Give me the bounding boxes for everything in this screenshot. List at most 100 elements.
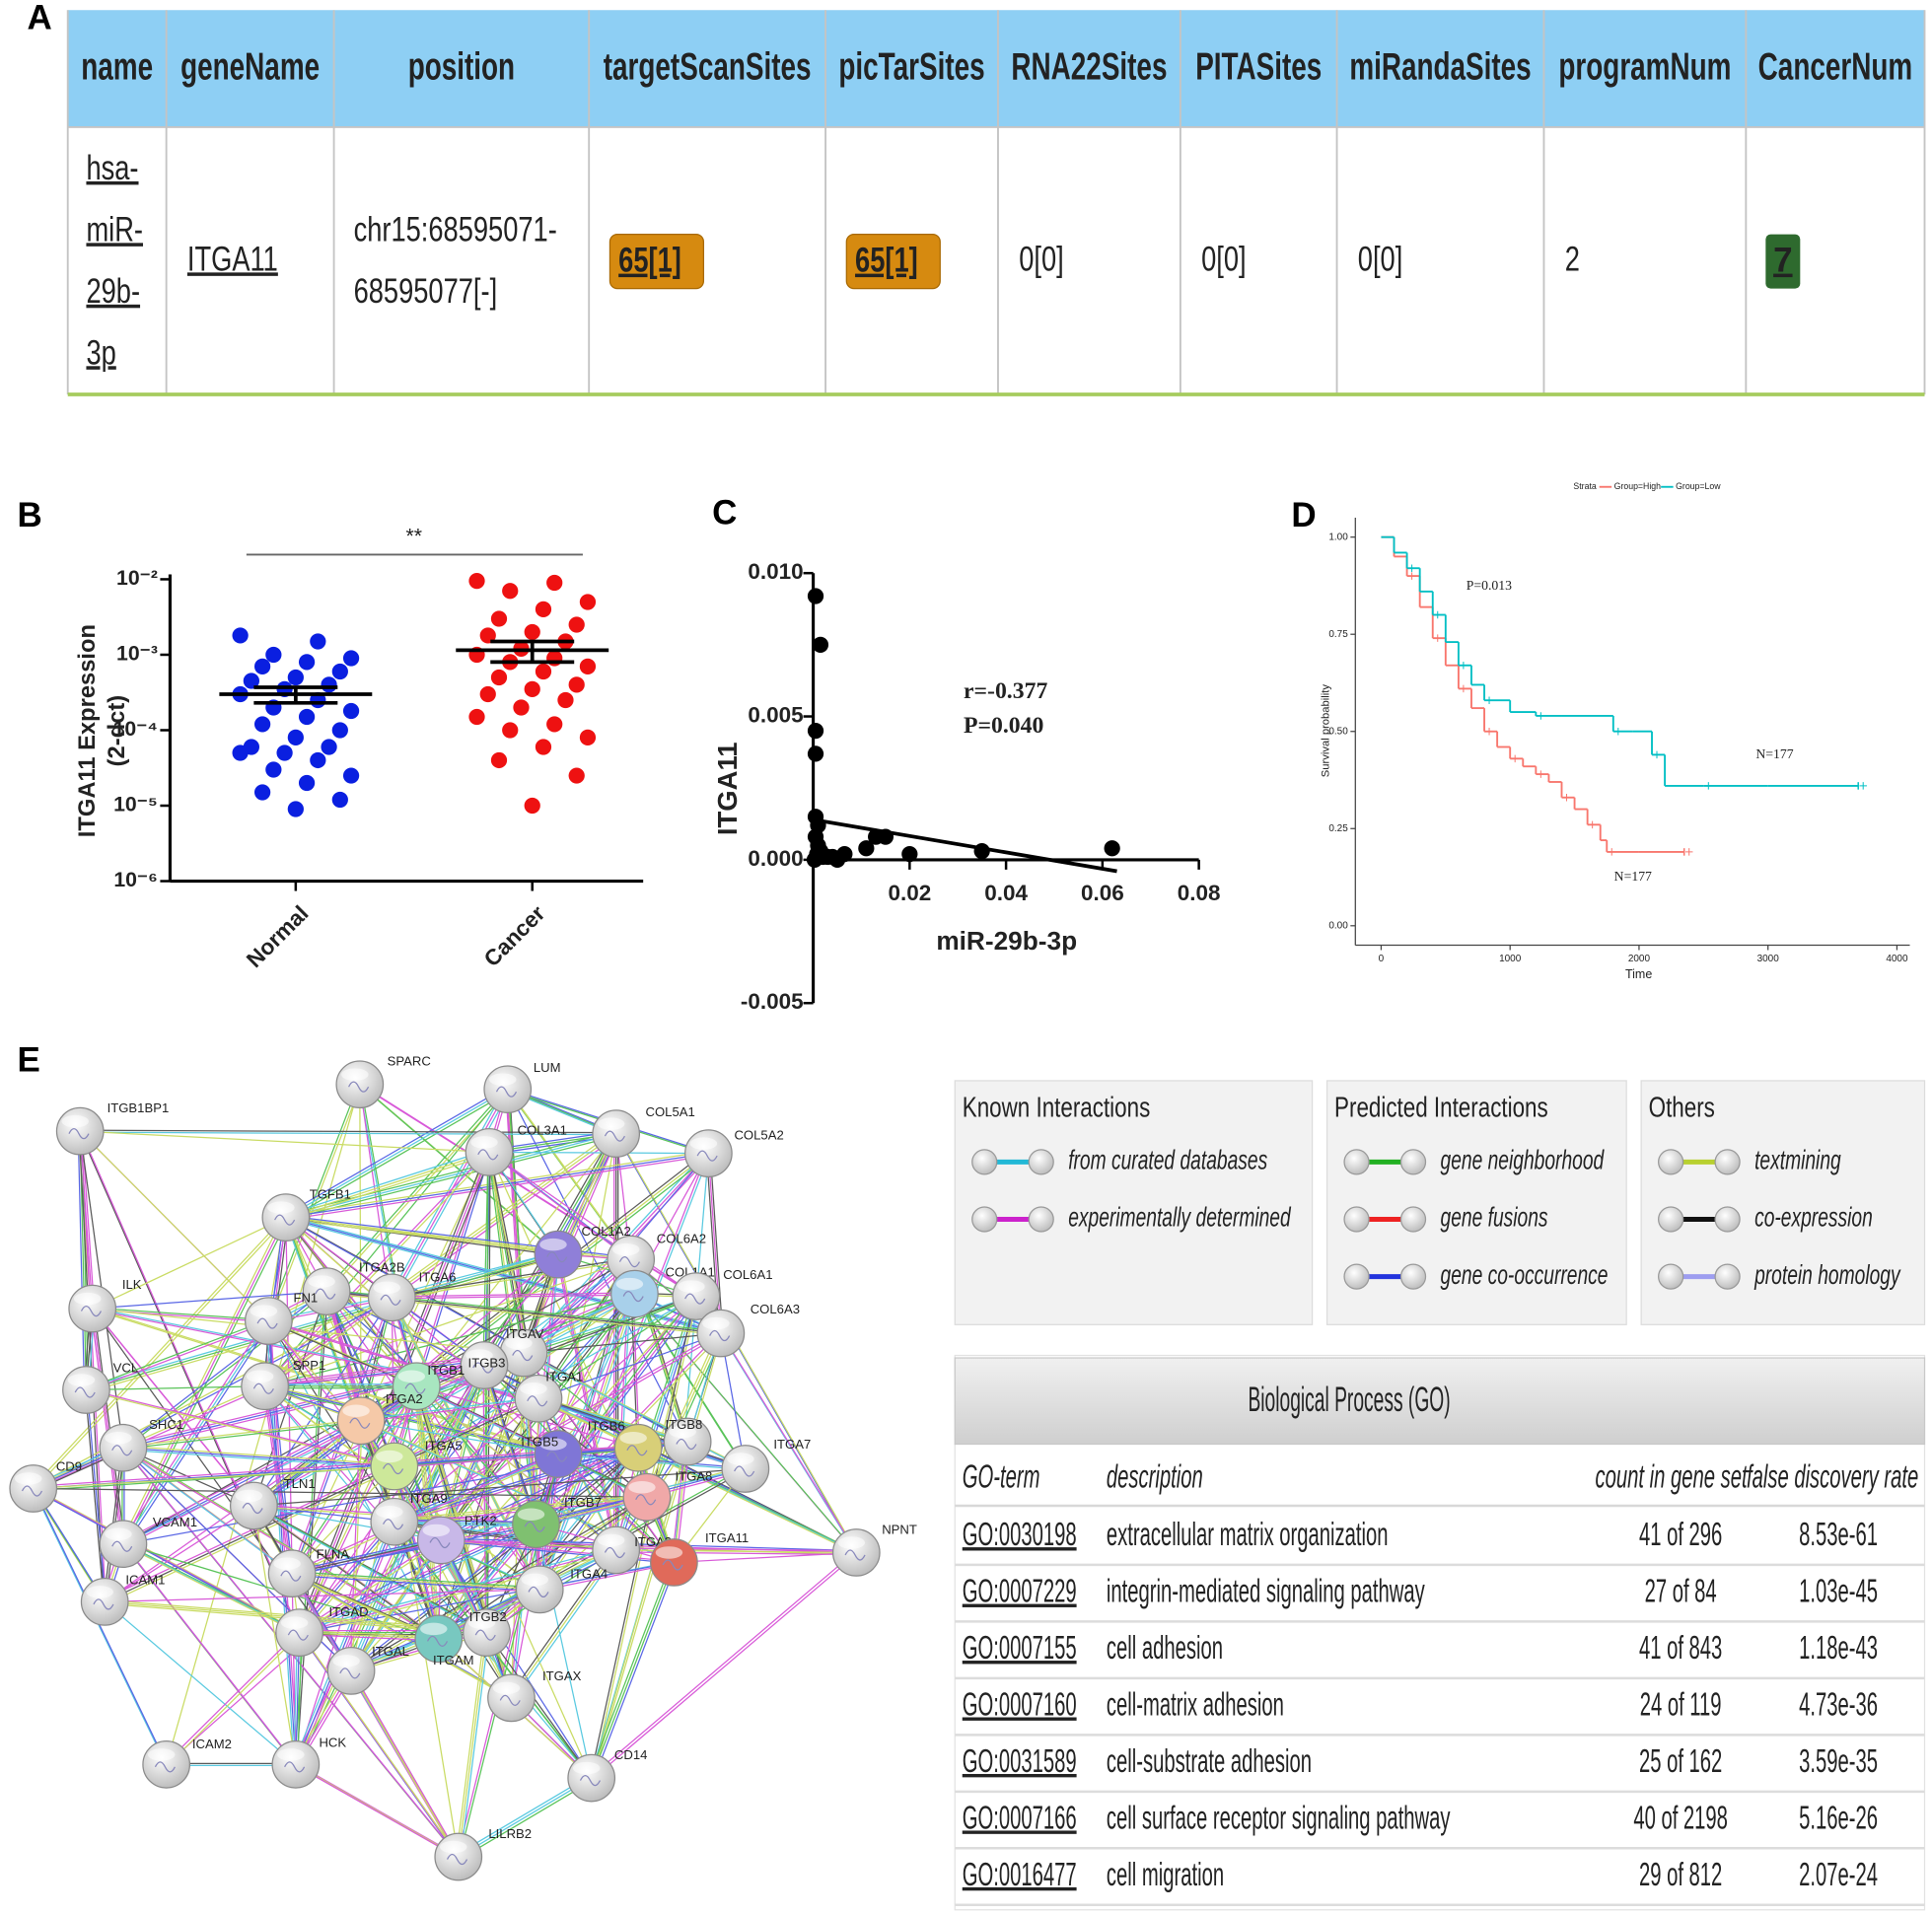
network-node[interactable] <box>271 1739 321 1789</box>
node-label[interactable]: TLN1 <box>284 1476 316 1491</box>
network-node[interactable] <box>512 1500 560 1549</box>
network-node[interactable] <box>241 1362 289 1411</box>
network-node[interactable] <box>62 1366 110 1414</box>
network-node[interactable] <box>610 1269 659 1318</box>
node-label[interactable]: ITGA4 <box>570 1566 608 1581</box>
go-term-link[interactable]: GO:0031589 <box>963 1742 1077 1780</box>
node-label[interactable]: ICAM1 <box>125 1573 165 1588</box>
network-node[interactable] <box>684 1129 733 1178</box>
site-link[interactable]: 65[1] <box>855 242 918 280</box>
node-label[interactable]: TGFB1 <box>310 1187 351 1202</box>
network-node[interactable] <box>622 1472 672 1522</box>
network-node[interactable] <box>68 1284 117 1333</box>
node-label[interactable]: ITGA11 <box>705 1530 749 1545</box>
go-term-link[interactable]: GO:0007160 <box>963 1686 1077 1724</box>
node-label[interactable]: ITGB2 <box>469 1609 507 1624</box>
mirna-link[interactable]: 29b- <box>86 272 140 311</box>
network-node[interactable] <box>9 1464 58 1513</box>
node-label[interactable]: ITGA2 <box>386 1391 423 1406</box>
network-node[interactable] <box>336 1396 386 1446</box>
go-term-link[interactable]: GO:0007229 <box>963 1573 1077 1610</box>
network-node[interactable] <box>275 1608 323 1658</box>
node-label[interactable]: LUM <box>534 1060 561 1075</box>
node-label[interactable]: SPARC <box>388 1054 431 1069</box>
cancer-badge[interactable] <box>1765 234 1801 289</box>
node-label[interactable]: COL5A1 <box>646 1104 695 1119</box>
go-term-link[interactable]: GO:0007155 <box>963 1629 1077 1667</box>
network-node[interactable] <box>465 1128 514 1176</box>
site-badge[interactable] <box>845 233 941 290</box>
node-label[interactable]: ITGB1 <box>427 1363 465 1378</box>
node-label[interactable]: VCAM1 <box>153 1515 197 1529</box>
network-node[interactable] <box>326 1647 376 1695</box>
network-node[interactable] <box>244 1297 293 1345</box>
network-node[interactable] <box>80 1578 129 1626</box>
network-node[interactable] <box>592 1109 641 1159</box>
network-node[interactable] <box>142 1739 191 1789</box>
go-term-link[interactable]: GO:0007166 <box>963 1799 1077 1836</box>
network-node[interactable] <box>721 1445 770 1493</box>
node-label[interactable]: ITGB8 <box>665 1417 702 1432</box>
node-label[interactable]: CD9 <box>56 1459 82 1474</box>
network-node[interactable] <box>483 1065 533 1114</box>
network-node[interactable] <box>230 1481 278 1530</box>
node-label[interactable]: SPP1 <box>293 1358 326 1373</box>
node-label[interactable]: ITGB1BP1 <box>107 1100 170 1115</box>
mirna-link[interactable]: miR- <box>86 210 143 248</box>
node-label[interactable]: COL1A2 <box>582 1224 631 1239</box>
node-label[interactable]: COL5A2 <box>734 1128 783 1143</box>
cancer-link[interactable]: 7 <box>1773 242 1792 280</box>
node-label[interactable]: HCK <box>319 1736 346 1750</box>
node-label[interactable]: SHC1 <box>149 1417 183 1432</box>
node-label[interactable]: ITGAX <box>542 1668 582 1683</box>
node-label[interactable]: VCL <box>113 1361 139 1376</box>
network-node[interactable] <box>416 1516 465 1565</box>
network-node[interactable] <box>55 1106 105 1156</box>
network-node[interactable] <box>261 1193 311 1241</box>
mirna-link[interactable]: 3p <box>86 333 115 372</box>
node-label[interactable]: FLNA <box>317 1546 350 1561</box>
node-label[interactable]: ITGB7 <box>564 1495 602 1510</box>
node-label[interactable]: CD14 <box>614 1747 648 1762</box>
network-node[interactable] <box>367 1273 416 1322</box>
node-label[interactable]: ITGAL <box>372 1644 409 1659</box>
node-label[interactable]: LILRB2 <box>488 1826 532 1841</box>
node-label[interactable]: ITGAM <box>433 1653 474 1667</box>
network-node[interactable] <box>370 1442 419 1491</box>
network-node[interactable] <box>696 1309 746 1358</box>
node-label[interactable]: ITGB3 <box>468 1356 506 1371</box>
network-node[interactable] <box>831 1528 881 1577</box>
gene-link[interactable]: ITGA11 <box>187 240 278 278</box>
node-label[interactable]: ITGA9 <box>410 1491 448 1506</box>
node-label[interactable]: ITGAD <box>329 1604 369 1619</box>
go-term-link[interactable]: GO:0016477 <box>963 1856 1077 1893</box>
node-label[interactable]: ITGB6 <box>588 1418 625 1433</box>
node-label[interactable]: ITGA8 <box>675 1469 712 1484</box>
node-label[interactable]: COL6A1 <box>723 1267 772 1282</box>
site-link[interactable]: 65[1] <box>618 242 681 280</box>
node-label[interactable]: ITGA7 <box>773 1437 811 1452</box>
network-node[interactable] <box>99 1520 148 1569</box>
network-node[interactable] <box>487 1673 536 1723</box>
network-node[interactable] <box>99 1423 148 1472</box>
network-node[interactable] <box>267 1549 317 1598</box>
node-label[interactable]: ITGA1 <box>545 1370 583 1384</box>
network-node[interactable] <box>650 1538 698 1587</box>
node-label[interactable]: ITGAV <box>506 1326 544 1341</box>
mirna-link[interactable]: hsa- <box>86 149 138 187</box>
node-label[interactable]: COL6A2 <box>657 1232 706 1246</box>
site-badge[interactable] <box>608 233 705 290</box>
network-node[interactable] <box>434 1832 483 1881</box>
node-label[interactable]: ITGA2B <box>359 1259 405 1274</box>
node-label[interactable]: ITGA5 <box>425 1438 463 1453</box>
node-label[interactable]: ITGB5 <box>521 1435 558 1450</box>
node-label[interactable]: ITGA6 <box>419 1269 457 1284</box>
node-label[interactable]: PTK2 <box>465 1514 497 1528</box>
node-label[interactable]: COL3A1 <box>518 1123 567 1138</box>
network-node[interactable] <box>515 1565 564 1614</box>
node-label[interactable]: NPNT <box>882 1522 917 1536</box>
node-label[interactable]: COL6A3 <box>751 1302 800 1316</box>
network-node[interactable] <box>335 1060 385 1109</box>
network-node[interactable] <box>534 1230 583 1279</box>
network-node[interactable] <box>567 1753 616 1803</box>
